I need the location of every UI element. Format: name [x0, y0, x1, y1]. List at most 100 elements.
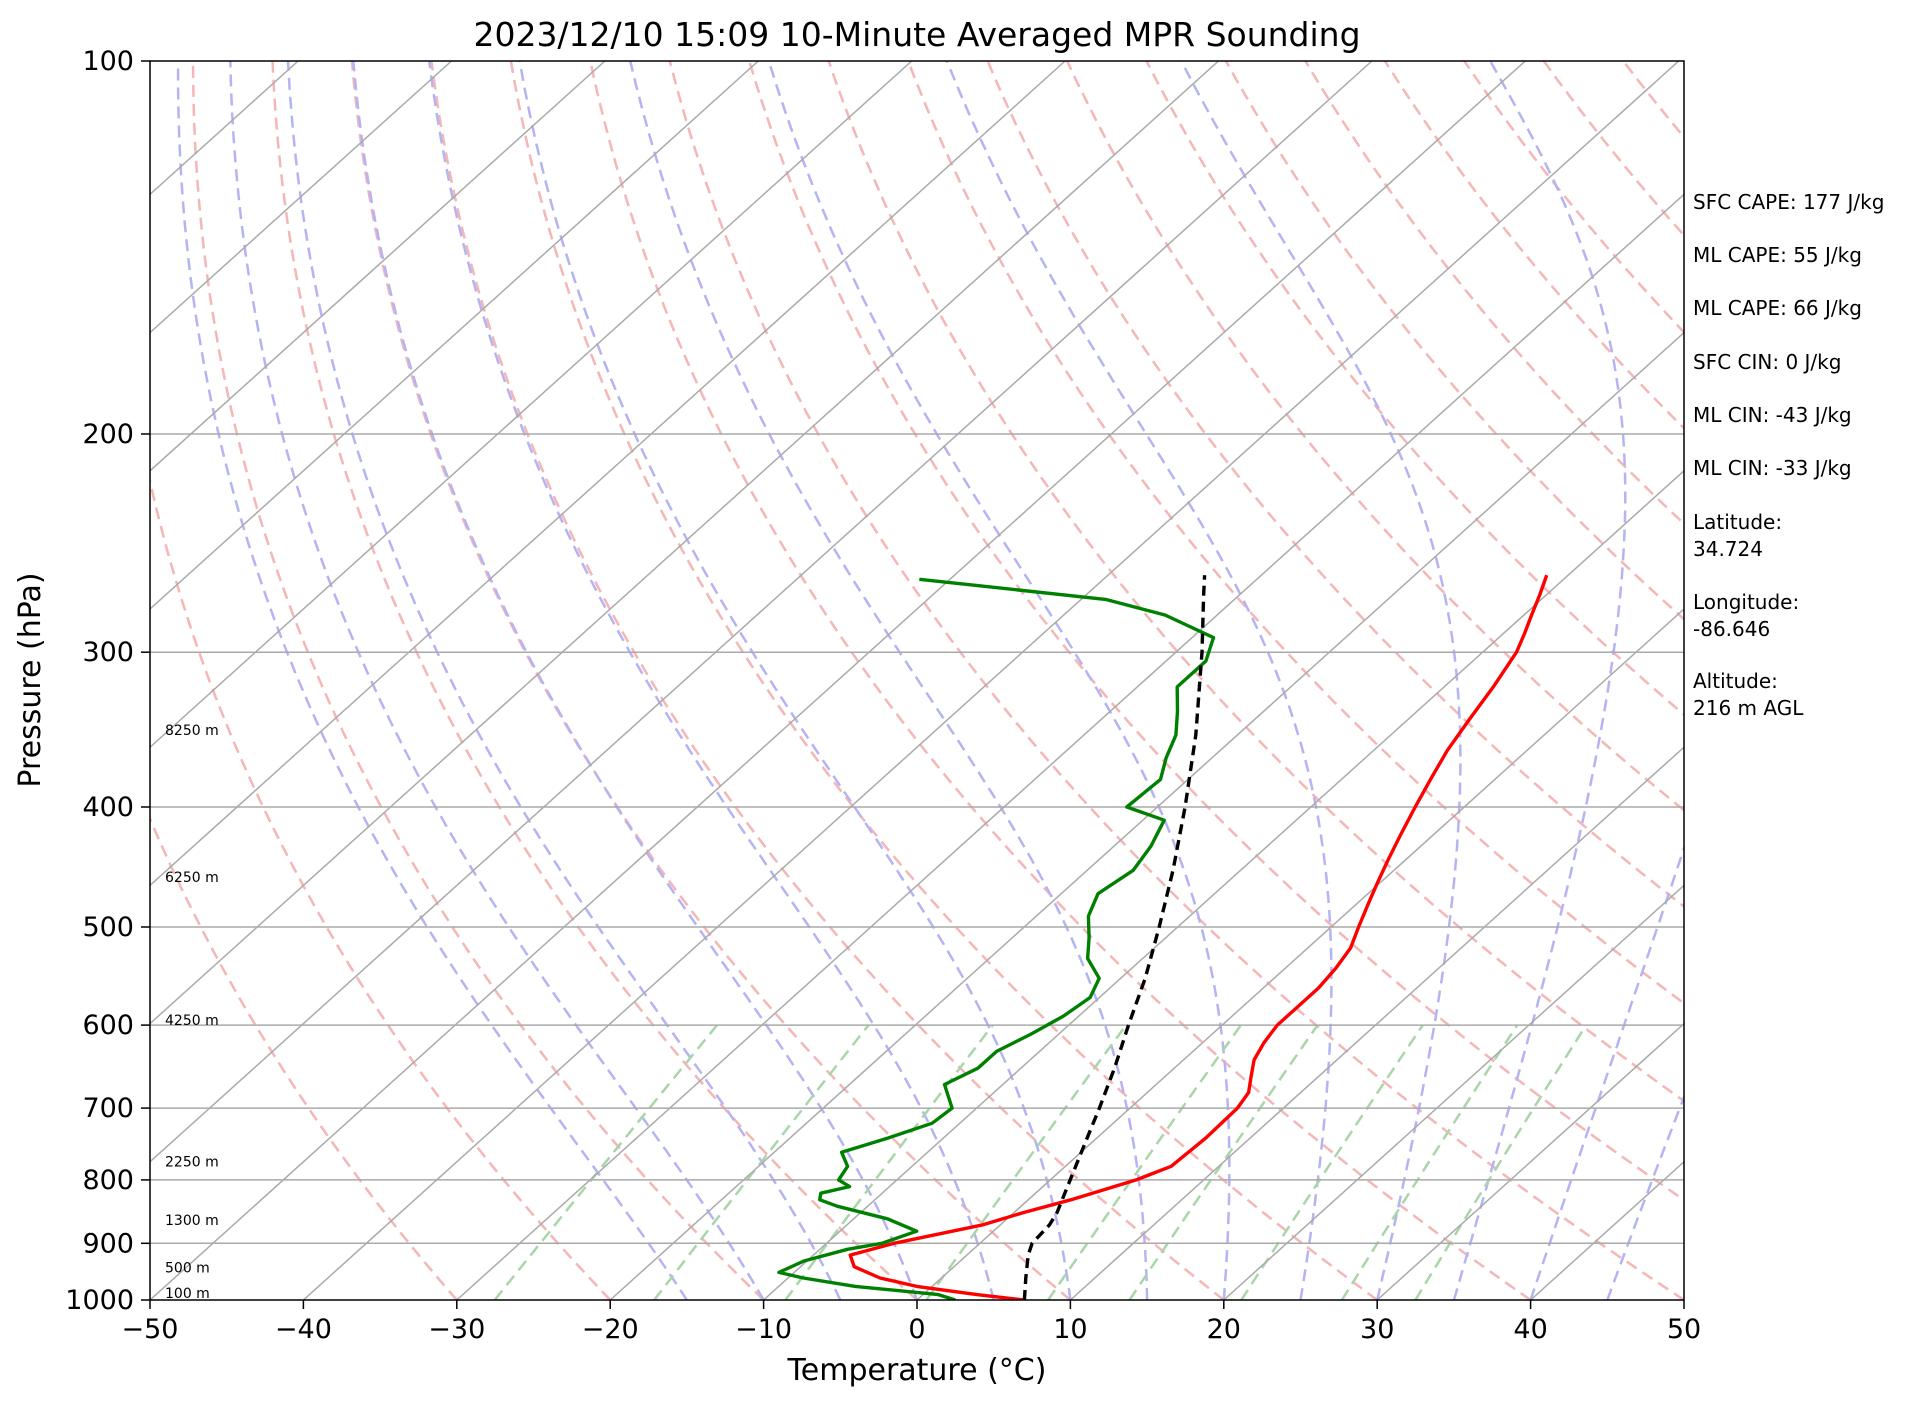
data-series [777, 574, 1549, 1300]
isotherm [150, 61, 913, 749]
mixing-ratio-line [784, 1024, 994, 1300]
isotherm [150, 61, 1220, 1025]
dewpoint-profile [777, 577, 1216, 1300]
dry-adiabat [748, 61, 1684, 1202]
moist-adiabat [229, 61, 765, 1300]
y-tick-label: 900 [82, 1228, 134, 1259]
dry-adiabat [1224, 61, 1684, 621]
moist-adiabat [176, 61, 688, 1300]
isotherm [150, 61, 1526, 1300]
height-label: 4250 m [165, 1013, 219, 1029]
x-tick-label: 30 [1360, 1314, 1394, 1345]
moist-adiabat [352, 61, 919, 1300]
height-label: 100 m [165, 1286, 210, 1302]
moist-adiabats [176, 61, 1684, 1300]
isotherm [916, 608, 1684, 1300]
dry-adiabat [271, 61, 918, 1300]
mixing-ratio-line [493, 1024, 718, 1300]
altitude-label: Altitude: [1693, 669, 1778, 693]
x-tick-label: −50 [122, 1314, 179, 1345]
latitude-value: 34.724 [1693, 537, 1763, 561]
dry-adiabat [1065, 61, 1684, 812]
mixing-ratio-lines [493, 1024, 1588, 1300]
dry-adiabat [986, 61, 1684, 909]
moist-adiabat [945, 61, 1333, 1300]
y-tick-label: 700 [82, 1093, 134, 1124]
altitude-value: 216 m AGL [1693, 696, 1804, 720]
isotherms [150, 61, 1684, 1300]
mixing-ratio-line [1240, 1024, 1424, 1300]
ml-cin-text-2: ML CIN: -33 J/kg [1693, 456, 1852, 480]
dry-adiabat [430, 61, 1225, 1300]
dry-adiabat [827, 61, 1684, 1103]
dry-adiabat [589, 61, 1532, 1300]
moist-adiabat [628, 61, 1149, 1300]
isotherm [150, 61, 606, 472]
dry-adiabat [191, 61, 765, 1300]
x-tick-label: 50 [1667, 1314, 1701, 1345]
sfc-cin-text: SFC CIN: 0 J/kg [1693, 350, 1841, 374]
mixing-ratio-line [653, 1024, 870, 1300]
longitude-value: -86.646 [1693, 617, 1770, 641]
y-tick-label: 100 [82, 46, 134, 77]
moist-adiabat [518, 61, 1072, 1300]
dry-adiabat [1862, 61, 1921, 1300]
isotherm [1223, 884, 1684, 1300]
ml-cape-text-1: ML CAPE: 55 J/kg [1693, 243, 1862, 267]
y-tick-label: 400 [82, 792, 134, 823]
isotherm [456, 193, 1684, 1300]
isotherm [150, 61, 1373, 1163]
latitude-label: Latitude: [1693, 510, 1782, 534]
ml-cape-text-2: ML CAPE: 66 J/kg [1693, 296, 1862, 320]
isobars [150, 433, 1684, 1245]
x-tick-label: 0 [908, 1314, 925, 1345]
parcel-profile [1022, 575, 1207, 1300]
x-tick-label: −30 [428, 1314, 485, 1345]
moist-adiabat [767, 61, 1231, 1300]
x-tick-label: 20 [1207, 1314, 1241, 1345]
ml-cin-text-1: ML CIN: -43 J/kg [1693, 403, 1852, 427]
info-panel: SFC CAPE: 177 J/kg ML CAPE: 55 J/kg ML C… [1693, 190, 1884, 720]
dry-adiabat [1304, 61, 1684, 526]
moist-adiabat [1180, 61, 1462, 1300]
temperature-profile [848, 574, 1549, 1300]
isotherm [763, 469, 1684, 1300]
x-tick-label: −20 [582, 1314, 639, 1345]
isotherm [150, 61, 453, 334]
sfc-cape-text: SFC CAPE: 177 J/kg [1693, 190, 1884, 214]
mixing-ratio-line [1414, 1024, 1588, 1300]
x-tick-label: −40 [275, 1314, 332, 1345]
height-label: 500 m [165, 1260, 210, 1276]
y-axis-label: Pressure (hPa) [13, 572, 48, 787]
background-lines [150, 61, 1921, 1300]
y-tick-label: 500 [82, 912, 134, 943]
chart-title: 2023/12/10 15:09 10-Minute Averaged MPR … [473, 15, 1360, 54]
isotherm [302, 61, 1680, 1300]
dry-adiabat [509, 61, 1378, 1300]
height-label: 6250 m [165, 870, 219, 886]
y-tick-label: 300 [82, 637, 134, 668]
moist-adiabat [286, 61, 842, 1300]
height-labels: 100 m 500 m 1300 m 2250 m 4250 m 6250 m 8250 m [165, 723, 219, 1302]
x-tick-label: 10 [1053, 1314, 1087, 1345]
isotherm [150, 61, 1066, 887]
y-axis-ticks: 100 200 300 400 500 600 700 800 900 1000 [65, 46, 150, 1316]
dry-adiabat [150, 475, 612, 1300]
x-axis-label: Temperature (°C) [787, 1353, 1047, 1388]
y-tick-label: 200 [82, 419, 134, 450]
moist-adiabat [1452, 61, 1627, 1300]
moist-adiabat [427, 61, 995, 1300]
y-tick-label: 1000 [65, 1285, 134, 1316]
longitude-label: Longitude: [1693, 590, 1799, 614]
height-label: 8250 m [165, 723, 219, 739]
isotherm [609, 331, 1684, 1300]
dry-adiabat [668, 61, 1684, 1300]
mixing-ratio-line [1128, 1024, 1319, 1300]
y-tick-label: 600 [82, 1010, 134, 1041]
x-axis-ticks: −50 −40 −30 −20 −10 0 10 20 30 40 50 [122, 1300, 1701, 1345]
isotherm [150, 61, 759, 611]
isotherm [1069, 746, 1684, 1300]
y-tick-label: 800 [82, 1165, 134, 1196]
height-label: 1300 m [165, 1213, 219, 1229]
